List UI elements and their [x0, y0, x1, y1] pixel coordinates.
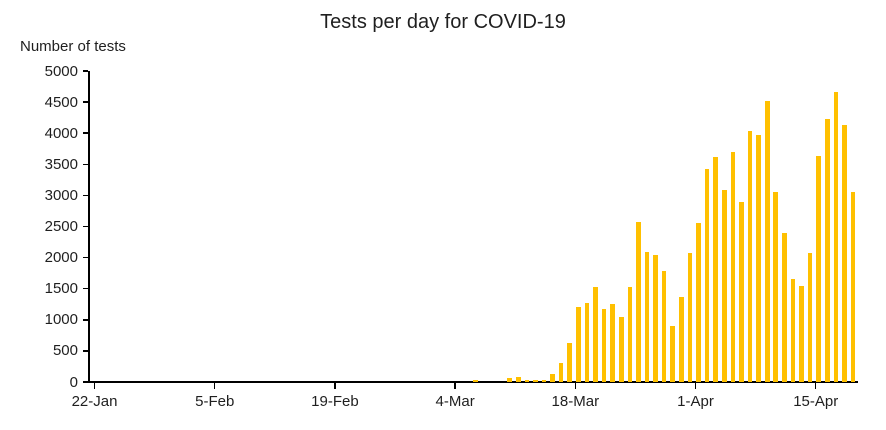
y-tick [83, 101, 88, 103]
bar-28-Mar [661, 270, 667, 382]
x-tick-label: 5-Feb [195, 393, 235, 410]
x-tick-label: 19-Feb [311, 393, 359, 410]
y-tick [83, 163, 88, 166]
bar-21-Mar [601, 309, 607, 382]
bar-25-Mar [636, 222, 641, 382]
bar-9-Apr [764, 101, 770, 382]
y-tick [83, 132, 88, 134]
bar-18-Mar [576, 307, 581, 382]
bar-18-Apr [842, 125, 847, 382]
y-tick [83, 287, 88, 290]
bar-8-Apr [756, 135, 761, 382]
y-tick-label: 500 [52, 342, 78, 360]
bar-17-Mar [567, 343, 573, 382]
y-tick-label: 2500 [44, 218, 78, 235]
bar-10-Apr [773, 192, 779, 382]
bar-2-Apr [704, 169, 710, 382]
bar-26-Mar [644, 252, 650, 382]
bar-5-Apr [730, 152, 736, 382]
bar-15-Apr [816, 155, 822, 382]
bar-6-Mar [472, 380, 478, 382]
bar-20-Mar [593, 286, 598, 382]
y-tick-label: 4500 [44, 93, 78, 111]
bar-12-Apr [790, 279, 796, 382]
bar-14-Mar [541, 379, 547, 382]
y-axis-line [88, 71, 90, 382]
x-tick-label: 4-Mar [435, 393, 475, 410]
x-tick [93, 381, 96, 389]
bar-30-Mar [679, 297, 684, 382]
y-tick [83, 350, 88, 352]
bar-19-Mar [584, 303, 590, 382]
chart-title: Tests per day for COVID-19 [320, 11, 566, 33]
x-tick [454, 381, 456, 389]
x-tick [814, 381, 817, 389]
bar-23-Mar [618, 317, 624, 382]
bar-6-Apr [739, 202, 744, 382]
x-tick [334, 381, 336, 389]
y-tick [83, 70, 88, 72]
y-tick-label: 3500 [44, 155, 78, 173]
bar-31-Mar [687, 252, 693, 382]
bar-1-Apr [696, 223, 701, 382]
y-tick [83, 256, 88, 259]
bar-13-Mar [533, 380, 538, 382]
bar-16-Apr [825, 118, 830, 382]
y-tick-label: 2000 [44, 249, 78, 267]
y-tick [83, 381, 88, 383]
bar-15-Mar [550, 373, 555, 382]
x-tick [213, 381, 216, 389]
x-tick-label: 15-Apr [793, 393, 839, 410]
x-axis-line [88, 381, 858, 383]
bar-16-Mar [558, 362, 564, 382]
x-tick [574, 381, 577, 389]
y-tick [83, 194, 88, 197]
y-tick-label: 1000 [44, 311, 78, 329]
bar-19-Apr [850, 191, 856, 382]
y-axis-title: Number of tests [20, 38, 126, 55]
y-tick-label: 1500 [44, 280, 78, 298]
bar-3-Apr [713, 156, 718, 382]
bar-13-Apr [799, 286, 804, 382]
y-tick-label: 5000 [44, 62, 78, 80]
x-tick-label: 1-Apr [677, 393, 714, 410]
bar-7-Apr [747, 131, 753, 382]
bar-11-Apr [782, 232, 787, 382]
y-tick-label: 4000 [44, 124, 78, 142]
y-tick-label: 3000 [44, 186, 78, 204]
y-tick [83, 225, 88, 228]
bar-24-Mar [627, 286, 633, 382]
bar-4-Apr [721, 190, 727, 382]
bar-27-Mar [653, 255, 658, 382]
bar-29-Mar [670, 326, 676, 382]
bar-22-Mar [610, 304, 615, 382]
x-tick-label: 22-Jan [71, 393, 118, 410]
bar-17-Apr [833, 91, 839, 382]
x-tick-label: 18-Mar [551, 393, 600, 410]
bar-11-Mar [515, 377, 521, 382]
bar-12-Mar [524, 379, 530, 382]
y-tick-label: 0 [69, 373, 78, 391]
x-tick [694, 381, 697, 389]
bar-10-Mar [507, 377, 512, 382]
y-tick [83, 319, 88, 321]
bar-14-Apr [807, 252, 813, 382]
